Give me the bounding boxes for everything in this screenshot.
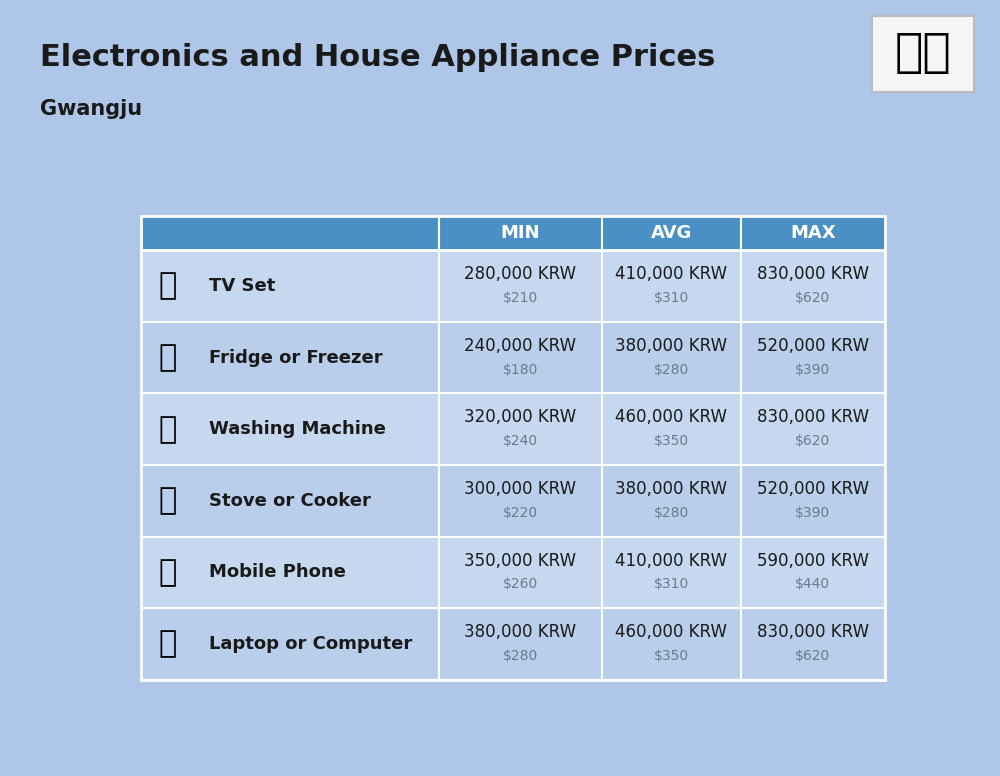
Text: 350,000 KRW: 350,000 KRW — [464, 552, 576, 570]
Text: 830,000 KRW: 830,000 KRW — [757, 408, 869, 426]
Text: $310: $310 — [654, 577, 689, 591]
Text: 830,000 KRW: 830,000 KRW — [757, 265, 869, 283]
Text: 🔥: 🔥 — [158, 487, 177, 515]
FancyBboxPatch shape — [140, 216, 885, 251]
Text: MIN: MIN — [501, 224, 540, 242]
Text: Laptop or Computer: Laptop or Computer — [209, 635, 412, 653]
Text: Fridge or Freezer: Fridge or Freezer — [209, 348, 382, 367]
Text: $620: $620 — [795, 649, 830, 663]
Text: 💻: 💻 — [158, 629, 177, 659]
Text: 240,000 KRW: 240,000 KRW — [464, 337, 576, 355]
Text: $240: $240 — [503, 435, 538, 449]
Text: 460,000 KRW: 460,000 KRW — [615, 408, 727, 426]
Text: Electronics and House Appliance Prices: Electronics and House Appliance Prices — [40, 43, 715, 71]
Text: Mobile Phone: Mobile Phone — [209, 563, 346, 581]
Text: 380,000 KRW: 380,000 KRW — [464, 623, 576, 641]
Text: $220: $220 — [503, 506, 538, 520]
Text: Gwangju: Gwangju — [40, 99, 142, 120]
FancyBboxPatch shape — [140, 393, 885, 465]
Text: $440: $440 — [795, 577, 830, 591]
Text: AVG: AVG — [651, 224, 692, 242]
Text: $210: $210 — [503, 291, 538, 305]
FancyBboxPatch shape — [140, 608, 885, 680]
Text: MAX: MAX — [790, 224, 836, 242]
Text: 380,000 KRW: 380,000 KRW — [615, 337, 727, 355]
Text: $620: $620 — [795, 291, 830, 305]
Text: $390: $390 — [795, 506, 830, 520]
FancyBboxPatch shape — [140, 537, 885, 608]
Text: $350: $350 — [654, 435, 689, 449]
Text: 460,000 KRW: 460,000 KRW — [615, 623, 727, 641]
Text: Stove or Cooker: Stove or Cooker — [209, 492, 371, 510]
Text: 830,000 KRW: 830,000 KRW — [757, 623, 869, 641]
Text: 300,000 KRW: 300,000 KRW — [464, 480, 576, 498]
FancyBboxPatch shape — [140, 251, 885, 322]
Text: $280: $280 — [503, 649, 538, 663]
Text: 🌀: 🌀 — [158, 415, 177, 444]
Text: $620: $620 — [795, 435, 830, 449]
Text: 🇰🇷: 🇰🇷 — [895, 31, 951, 76]
Text: $390: $390 — [795, 362, 830, 376]
Text: 🧊: 🧊 — [158, 343, 177, 372]
Text: 520,000 KRW: 520,000 KRW — [757, 337, 869, 355]
FancyBboxPatch shape — [140, 465, 885, 537]
Text: 590,000 KRW: 590,000 KRW — [757, 552, 869, 570]
Text: 520,000 KRW: 520,000 KRW — [757, 480, 869, 498]
Text: $350: $350 — [654, 649, 689, 663]
Text: 280,000 KRW: 280,000 KRW — [464, 265, 576, 283]
Text: 📺: 📺 — [158, 272, 177, 300]
Text: $280: $280 — [654, 362, 689, 376]
Text: 380,000 KRW: 380,000 KRW — [615, 480, 727, 498]
Text: $260: $260 — [503, 577, 538, 591]
Text: 320,000 KRW: 320,000 KRW — [464, 408, 576, 426]
Text: 410,000 KRW: 410,000 KRW — [615, 265, 727, 283]
Text: 410,000 KRW: 410,000 KRW — [615, 552, 727, 570]
FancyBboxPatch shape — [140, 322, 885, 393]
Text: $280: $280 — [654, 506, 689, 520]
Text: Washing Machine: Washing Machine — [209, 421, 386, 438]
Text: TV Set: TV Set — [209, 277, 275, 295]
Text: $310: $310 — [654, 291, 689, 305]
Text: $180: $180 — [503, 362, 538, 376]
Text: 📱: 📱 — [158, 558, 177, 587]
